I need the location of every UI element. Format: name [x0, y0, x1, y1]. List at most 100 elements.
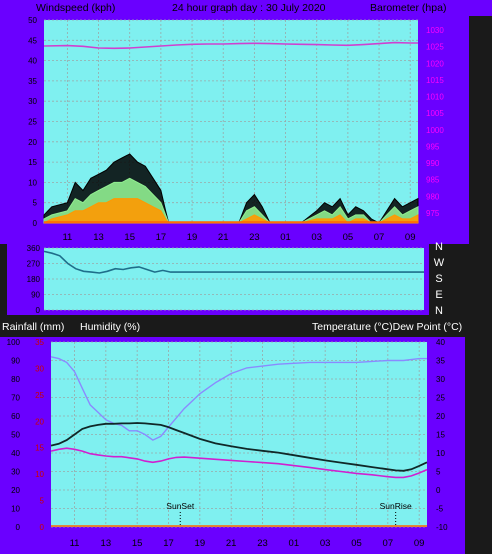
humidity-tick-label: 100 [7, 338, 21, 347]
humidity-tick-label: 20 [11, 486, 20, 495]
compass-label: N [435, 305, 443, 317]
annotation-label: SunSet [166, 501, 195, 511]
humidity-tick-label: 70 [11, 394, 20, 403]
header-strip [0, 0, 492, 16]
rainfall-tick-label: 15 [35, 444, 44, 453]
time-tick-label: 17 [163, 538, 174, 549]
windspeed-tick-label: 20 [28, 138, 37, 147]
direction-tick-label: 180 [27, 275, 41, 284]
time-tick-label: 07 [374, 232, 385, 243]
direction-tick-label: 270 [27, 260, 41, 269]
direction-tick-label: 360 [27, 244, 41, 253]
wind-direction-line [43, 250, 424, 274]
time-tick-label: 21 [226, 538, 237, 549]
humidity-line [50, 356, 427, 441]
time-tick-label: 09 [405, 232, 416, 243]
dew-point-line [50, 447, 428, 479]
rainfall-tick-label: 35 [35, 338, 44, 347]
rainfall-tick-label: 20 [35, 417, 44, 426]
windspeed-tick-label: 10 [28, 178, 37, 187]
temperature-tick-label: 5 [436, 468, 441, 477]
time-tick-label: 19 [187, 232, 198, 243]
time-tick-label: 17 [156, 232, 167, 243]
temperature-tick-label: -10 [436, 523, 448, 532]
barometer-tick-label: 1015 [426, 76, 444, 85]
humidity-axis-title: Humidity (%) [80, 321, 140, 333]
temperature-line [50, 422, 428, 472]
direction-tick-label: 90 [31, 291, 40, 300]
temperature-tick-label: 20 [436, 412, 445, 421]
barometer-tick-label: 1000 [426, 126, 444, 135]
temperature-tick-label: 40 [436, 338, 445, 347]
direction-tick-label: 0 [36, 306, 41, 315]
humidity-tick-label: 40 [11, 449, 20, 458]
barometer-tick-label: 985 [426, 176, 440, 185]
windspeed-tick-label: 40 [28, 57, 37, 66]
time-tick-label: 03 [311, 232, 322, 243]
time-tick-label: 15 [132, 538, 143, 549]
rainfall-tick-label: 30 [35, 364, 44, 373]
compass-label: W [434, 257, 445, 269]
rainfall-tick-label: 5 [40, 497, 45, 506]
time-tick-label: 15 [124, 232, 135, 243]
temperature-axis-title: Temperature (°C)Dew Point (°C) [312, 321, 462, 333]
barometer-line [43, 41, 418, 50]
time-tick-label: 11 [62, 232, 72, 243]
rainfall-tick-label: 25 [35, 391, 44, 400]
humidity-tick-label: 50 [11, 431, 20, 440]
time-tick-label: 19 [195, 538, 206, 549]
barometer-tick-label: 1025 [426, 43, 444, 52]
time-tick-label: 23 [249, 232, 260, 243]
rainfall-tick-label: 0 [40, 523, 45, 532]
barometer-axis-title: Barometer (hpa) [370, 2, 446, 14]
windspeed-tick-label: 25 [28, 118, 37, 127]
compass-label: E [435, 289, 442, 301]
time-tick-label: 11 [70, 538, 80, 549]
time-tick-label: 01 [280, 232, 291, 243]
humidity-tick-label: 80 [11, 375, 20, 384]
humidity-tick-label: 90 [11, 357, 20, 366]
rainfall-tick-label: 10 [35, 470, 44, 479]
windspeed-tick-label: 45 [28, 36, 37, 45]
barometer-tick-label: 990 [426, 159, 440, 168]
compass-label: N [435, 241, 443, 253]
humidity-tick-label: 60 [11, 412, 20, 421]
temperature-tick-label: 15 [436, 431, 445, 440]
time-tick-label: 05 [343, 232, 354, 243]
barometer-tick-label: 1010 [426, 93, 444, 102]
windspeed-tick-label: 50 [28, 16, 37, 25]
barometer-tick-label: 975 [426, 209, 440, 218]
temperature-tick-label: 0 [436, 486, 441, 495]
humidity-tick-label: 30 [11, 468, 20, 477]
barometer-tick-label: 995 [426, 142, 440, 151]
time-tick-label: 07 [383, 538, 394, 549]
windspeed-tick-label: 15 [28, 158, 37, 167]
compass-label: S [435, 273, 442, 285]
time-tick-label: 13 [101, 538, 112, 549]
time-tick-label: 09 [414, 538, 425, 549]
annotation-label: SunRise [380, 501, 412, 511]
rainfall-axis-title: Rainfall (mm) [2, 321, 64, 333]
temperature-tick-label: 35 [436, 357, 445, 366]
windspeed-axis-title: Windspeed (kph) [36, 2, 115, 14]
barometer-tick-label: 1005 [426, 109, 444, 118]
humidity-tick-label: 10 [11, 505, 20, 514]
temperature-tick-label: -5 [436, 505, 444, 514]
time-tick-label: 03 [320, 538, 331, 549]
windspeed-tick-label: 35 [28, 77, 37, 86]
humidity-tick-label: 0 [16, 523, 21, 532]
temperature-tick-label: 25 [436, 394, 445, 403]
time-tick-label: 13 [93, 232, 104, 243]
windspeed-tick-label: 5 [33, 199, 38, 208]
windspeed-tick-label: 0 [33, 219, 38, 228]
temperature-tick-label: 10 [436, 449, 445, 458]
barometer-tick-label: 1030 [426, 26, 444, 35]
graph-title: 24 hour graph day : 30 July 2020 [172, 2, 326, 14]
time-tick-label: 21 [218, 232, 229, 243]
time-tick-label: 05 [351, 538, 362, 549]
temperature-tick-label: 30 [436, 375, 445, 384]
time-tick-label: 01 [289, 538, 300, 549]
barometer-tick-label: 1020 [426, 59, 444, 68]
